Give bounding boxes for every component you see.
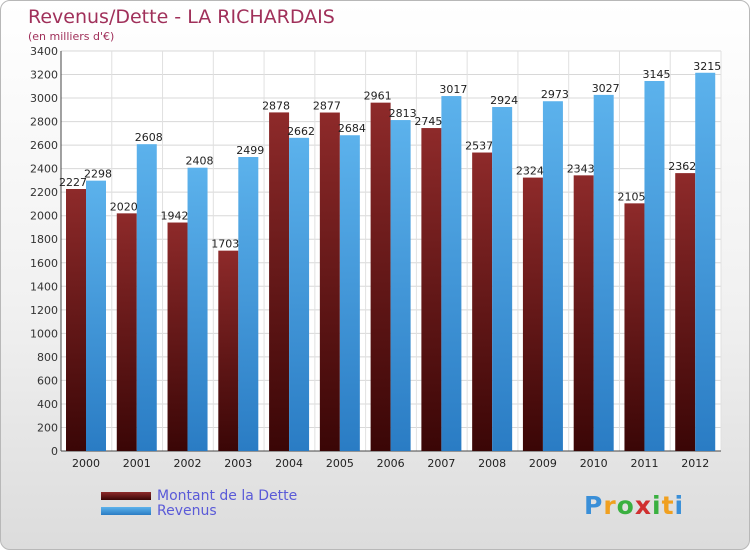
legend-label-debt: Montant de la Dette bbox=[157, 488, 298, 504]
data-label-revenus: 3017 bbox=[439, 83, 467, 96]
y-tick-label: 2600 bbox=[30, 139, 58, 152]
y-tick-label: 800 bbox=[37, 351, 58, 364]
bar-revenus bbox=[238, 157, 259, 451]
y-tick-label: 1200 bbox=[30, 304, 58, 317]
bar-dette bbox=[66, 189, 86, 451]
bar-dette bbox=[522, 177, 543, 451]
data-label-revenus: 3145 bbox=[642, 68, 670, 81]
x-tick-label: 2006 bbox=[377, 457, 405, 470]
bar-dette bbox=[675, 173, 696, 451]
y-tick-label: 3400 bbox=[30, 45, 58, 58]
data-label-revenus: 3027 bbox=[592, 82, 620, 95]
y-tick-label: 1800 bbox=[30, 233, 58, 246]
bar-revenus bbox=[492, 107, 513, 451]
bar-revenus bbox=[542, 101, 563, 451]
data-label-revenus: 2499 bbox=[236, 144, 264, 157]
x-tick-label: 2005 bbox=[326, 457, 354, 470]
legend-swatch-revenus bbox=[101, 507, 151, 515]
data-label-revenus: 2608 bbox=[135, 131, 163, 144]
bar-dette bbox=[624, 203, 645, 451]
x-tick-label: 2001 bbox=[123, 457, 151, 470]
data-label-dette: 2227 bbox=[59, 176, 87, 189]
y-tick-label: 0 bbox=[51, 445, 58, 458]
y-tick-label: 2000 bbox=[30, 210, 58, 223]
data-label-dette: 2877 bbox=[313, 100, 341, 113]
data-label-dette: 2105 bbox=[617, 190, 645, 203]
bar-dette bbox=[472, 152, 493, 451]
data-label-revenus: 2298 bbox=[84, 168, 112, 181]
bar-revenus bbox=[390, 120, 411, 451]
data-label-dette: 1942 bbox=[161, 210, 189, 223]
logo-letter: r bbox=[603, 491, 617, 520]
x-tick-label: 2002 bbox=[174, 457, 202, 470]
logo-letter: o bbox=[616, 491, 635, 520]
bar-revenus bbox=[441, 96, 462, 451]
bar-dette bbox=[421, 128, 442, 451]
x-tick-label: 2007 bbox=[427, 457, 455, 470]
x-tick-label: 2008 bbox=[478, 457, 506, 470]
bar-dette bbox=[218, 250, 239, 451]
bar-dette bbox=[116, 213, 137, 451]
y-tick-label: 600 bbox=[37, 374, 58, 387]
data-label-revenus: 2813 bbox=[389, 107, 417, 120]
y-tick-label: 2800 bbox=[30, 116, 58, 129]
data-label-revenus: 2408 bbox=[186, 155, 214, 168]
x-tick-label: 2004 bbox=[275, 457, 303, 470]
data-label-dette: 2020 bbox=[110, 200, 138, 213]
data-label-revenus: 3215 bbox=[693, 60, 721, 73]
y-tick-label: 400 bbox=[37, 398, 58, 411]
logo-letter: i bbox=[652, 491, 662, 520]
bar-dette bbox=[370, 102, 391, 451]
x-tick-label: 2012 bbox=[681, 457, 709, 470]
data-label-dette: 2878 bbox=[262, 99, 290, 112]
data-label-revenus: 2973 bbox=[541, 88, 569, 101]
bar-revenus bbox=[339, 135, 360, 451]
x-tick-label: 2011 bbox=[630, 457, 658, 470]
bar-dette bbox=[573, 175, 594, 451]
chart-title: Revenus/Dette - LA RICHARDAIS bbox=[28, 6, 335, 28]
data-label-dette: 2537 bbox=[465, 140, 493, 153]
bar-revenus bbox=[86, 180, 106, 451]
logo-letter: P bbox=[584, 491, 604, 520]
y-tick-label: 1000 bbox=[30, 327, 58, 340]
bar-dette bbox=[319, 112, 340, 451]
y-tick-label: 3200 bbox=[30, 69, 58, 82]
data-label-dette: 2362 bbox=[668, 160, 696, 173]
bar-revenus bbox=[695, 72, 716, 451]
x-tick-label: 2009 bbox=[529, 457, 557, 470]
proxiti-logo: Proxiti bbox=[584, 491, 684, 520]
logo-letter: t bbox=[661, 491, 675, 520]
legend-swatch-debt bbox=[101, 492, 151, 500]
data-label-dette: 2343 bbox=[567, 162, 595, 175]
data-label-revenus: 2662 bbox=[287, 125, 315, 138]
x-tick-label: 2010 bbox=[580, 457, 608, 470]
y-tick-label: 200 bbox=[37, 421, 58, 434]
logo-letter: x bbox=[634, 491, 652, 520]
data-label-revenus: 2924 bbox=[490, 94, 518, 107]
bar-revenus bbox=[187, 167, 208, 452]
y-tick-label: 2400 bbox=[30, 163, 58, 176]
logo-letter: i bbox=[674, 491, 685, 520]
bar-dette bbox=[167, 222, 188, 451]
x-tick-label: 2003 bbox=[224, 457, 252, 470]
bar-revenus bbox=[644, 81, 665, 451]
bar-revenus bbox=[593, 94, 614, 451]
data-label-revenus: 2684 bbox=[338, 122, 366, 135]
data-label-dette: 1703 bbox=[211, 238, 239, 251]
y-tick-label: 3000 bbox=[30, 92, 58, 105]
y-tick-label: 2200 bbox=[30, 186, 58, 199]
bar-revenus bbox=[136, 144, 157, 452]
chart-subtitle: (en milliers d'€) bbox=[28, 30, 115, 43]
x-tick-label: 2000 bbox=[72, 457, 100, 470]
legend-label-revenus: Revenus bbox=[157, 503, 217, 519]
bar-revenus bbox=[289, 137, 310, 451]
data-label-dette: 2961 bbox=[364, 90, 392, 103]
data-label-dette: 2324 bbox=[516, 165, 544, 178]
y-tick-label: 1600 bbox=[30, 257, 58, 270]
bar-dette bbox=[269, 112, 290, 451]
y-tick-label: 1400 bbox=[30, 280, 58, 293]
data-label-dette: 2745 bbox=[414, 115, 442, 128]
